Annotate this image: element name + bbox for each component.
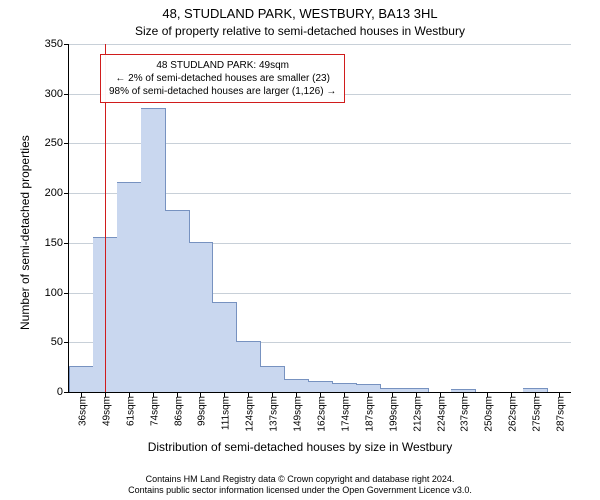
- histogram-bar: [332, 383, 357, 392]
- xtick-mark: [559, 392, 560, 397]
- xtick-label: 250sqm: [480, 392, 495, 432]
- xtick-label: 237sqm: [456, 392, 471, 432]
- xtick-mark: [416, 392, 417, 397]
- xtick-mark: [296, 392, 297, 397]
- xtick-mark: [344, 392, 345, 397]
- xtick-label: 49sqm: [97, 392, 112, 426]
- xtick-label: 99sqm: [193, 392, 208, 426]
- xtick-mark: [463, 392, 464, 397]
- ytick-mark: [64, 293, 69, 294]
- xtick-label: 149sqm: [289, 392, 304, 432]
- info-box-line: 48 STUDLAND PARK: 49sqm: [109, 59, 336, 72]
- histogram-bar: [284, 379, 309, 392]
- xtick-label: 137sqm: [265, 392, 280, 432]
- xtick-label: 174sqm: [336, 392, 351, 432]
- histogram-bar: [260, 366, 285, 392]
- page-title-line-2: Size of property relative to semi-detach…: [0, 24, 600, 38]
- chart-root: 48, STUDLAND PARK, WESTBURY, BA13 3HL Si…: [0, 0, 600, 500]
- info-box-line: ← 2% of semi-detached houses are smaller…: [109, 72, 336, 85]
- copyright-line-1: Contains HM Land Registry data © Crown c…: [146, 474, 455, 484]
- xtick-mark: [320, 392, 321, 397]
- ytick-mark: [64, 243, 69, 244]
- ytick-mark: [64, 342, 69, 343]
- xtick-mark: [129, 392, 130, 397]
- xtick-mark: [153, 392, 154, 397]
- xtick-label: 262sqm: [504, 392, 519, 432]
- xtick-mark: [368, 392, 369, 397]
- xtick-mark: [224, 392, 225, 397]
- xtick-mark: [81, 392, 82, 397]
- xtick-mark: [200, 392, 201, 397]
- histogram-bar: [189, 242, 214, 392]
- info-box: 48 STUDLAND PARK: 49sqm← 2% of semi-deta…: [100, 54, 345, 103]
- page-title-line-1: 48, STUDLAND PARK, WESTBURY, BA13 3HL: [0, 6, 600, 21]
- y-axis-label: Number of semi-detached properties: [18, 135, 32, 330]
- ytick-mark: [64, 143, 69, 144]
- xtick-label: 86sqm: [169, 392, 184, 426]
- ytick-mark: [64, 94, 69, 95]
- xtick-label: 162sqm: [313, 392, 328, 432]
- xtick-mark: [487, 392, 488, 397]
- x-axis-label: Distribution of semi-detached houses by …: [0, 440, 600, 454]
- xtick-mark: [272, 392, 273, 397]
- xtick-label: 187sqm: [360, 392, 375, 432]
- xtick-mark: [511, 392, 512, 397]
- ytick-mark: [64, 193, 69, 194]
- xtick-label: 111sqm: [217, 392, 232, 430]
- xtick-label: 212sqm: [408, 392, 423, 432]
- copyright-line-2: Contains public sector information licen…: [128, 485, 472, 495]
- xtick-mark: [392, 392, 393, 397]
- xtick-mark: [535, 392, 536, 397]
- xtick-label: 74sqm: [145, 392, 160, 426]
- histogram-bar: [212, 302, 237, 392]
- xtick-mark: [105, 392, 106, 397]
- xtick-label: 36sqm: [73, 392, 88, 426]
- histogram-bar: [356, 384, 381, 392]
- ytick-mark: [64, 44, 69, 45]
- histogram-bar: [69, 366, 95, 392]
- histogram-bar: [236, 341, 261, 392]
- xtick-label: 61sqm: [121, 392, 136, 426]
- histogram-bar: [141, 108, 166, 392]
- xtick-label: 199sqm: [384, 392, 399, 432]
- gridline: [69, 44, 571, 45]
- xtick-label: 124sqm: [241, 392, 256, 432]
- xtick-label: 224sqm: [432, 392, 447, 432]
- histogram-bar: [308, 381, 333, 392]
- copyright-text: Contains HM Land Registry data © Crown c…: [0, 474, 600, 497]
- xtick-mark: [248, 392, 249, 397]
- xtick-mark: [440, 392, 441, 397]
- info-box-line: 98% of semi-detached houses are larger (…: [109, 85, 336, 98]
- xtick-label: 287sqm: [552, 392, 567, 432]
- ytick-mark: [64, 392, 69, 393]
- histogram-bar: [165, 210, 190, 392]
- xtick-label: 275sqm: [528, 392, 543, 432]
- histogram-bar: [117, 182, 142, 392]
- xtick-mark: [177, 392, 178, 397]
